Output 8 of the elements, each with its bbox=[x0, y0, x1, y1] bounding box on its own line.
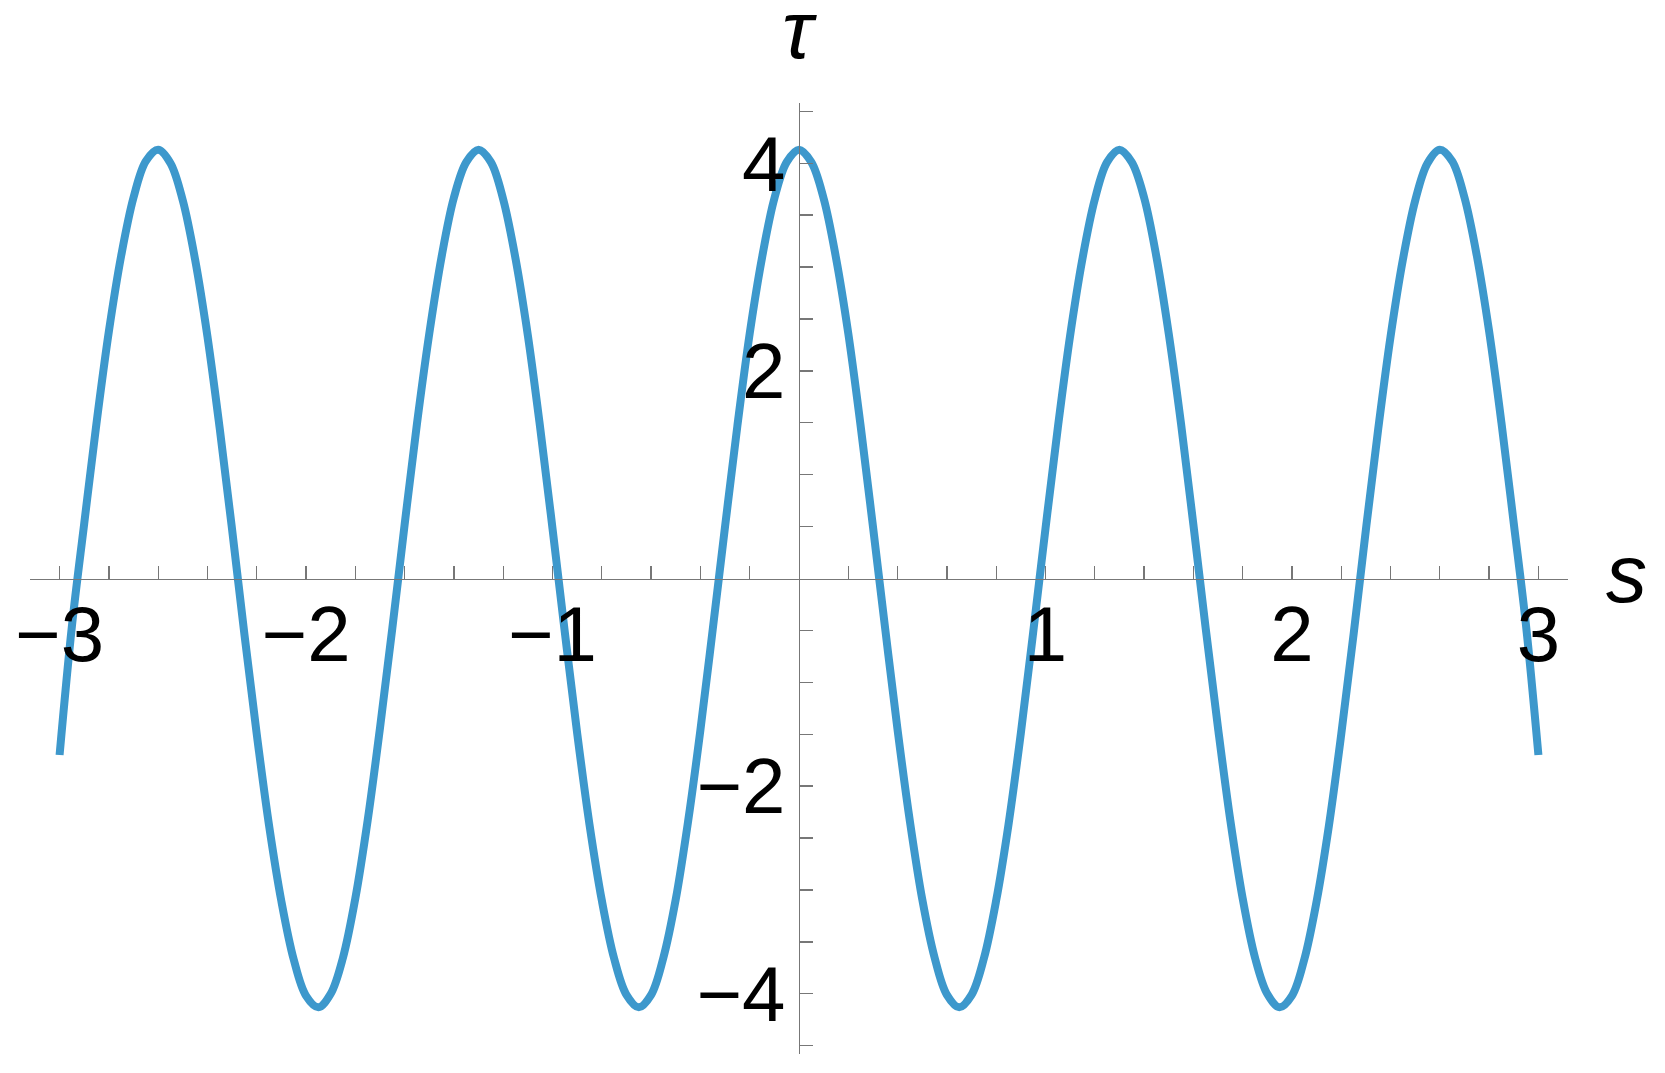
x-tick-label: −2 bbox=[261, 590, 351, 679]
y-tick-label: 2 bbox=[742, 327, 786, 416]
y-axis-title: τ bbox=[782, 0, 817, 75]
y-tick-label: 4 bbox=[742, 119, 786, 208]
x-axis-title: s bbox=[1606, 528, 1647, 619]
x-tick-label: 2 bbox=[1270, 590, 1314, 679]
y-tick-label: −2 bbox=[696, 742, 786, 831]
y-tick-label: −4 bbox=[696, 950, 786, 1039]
